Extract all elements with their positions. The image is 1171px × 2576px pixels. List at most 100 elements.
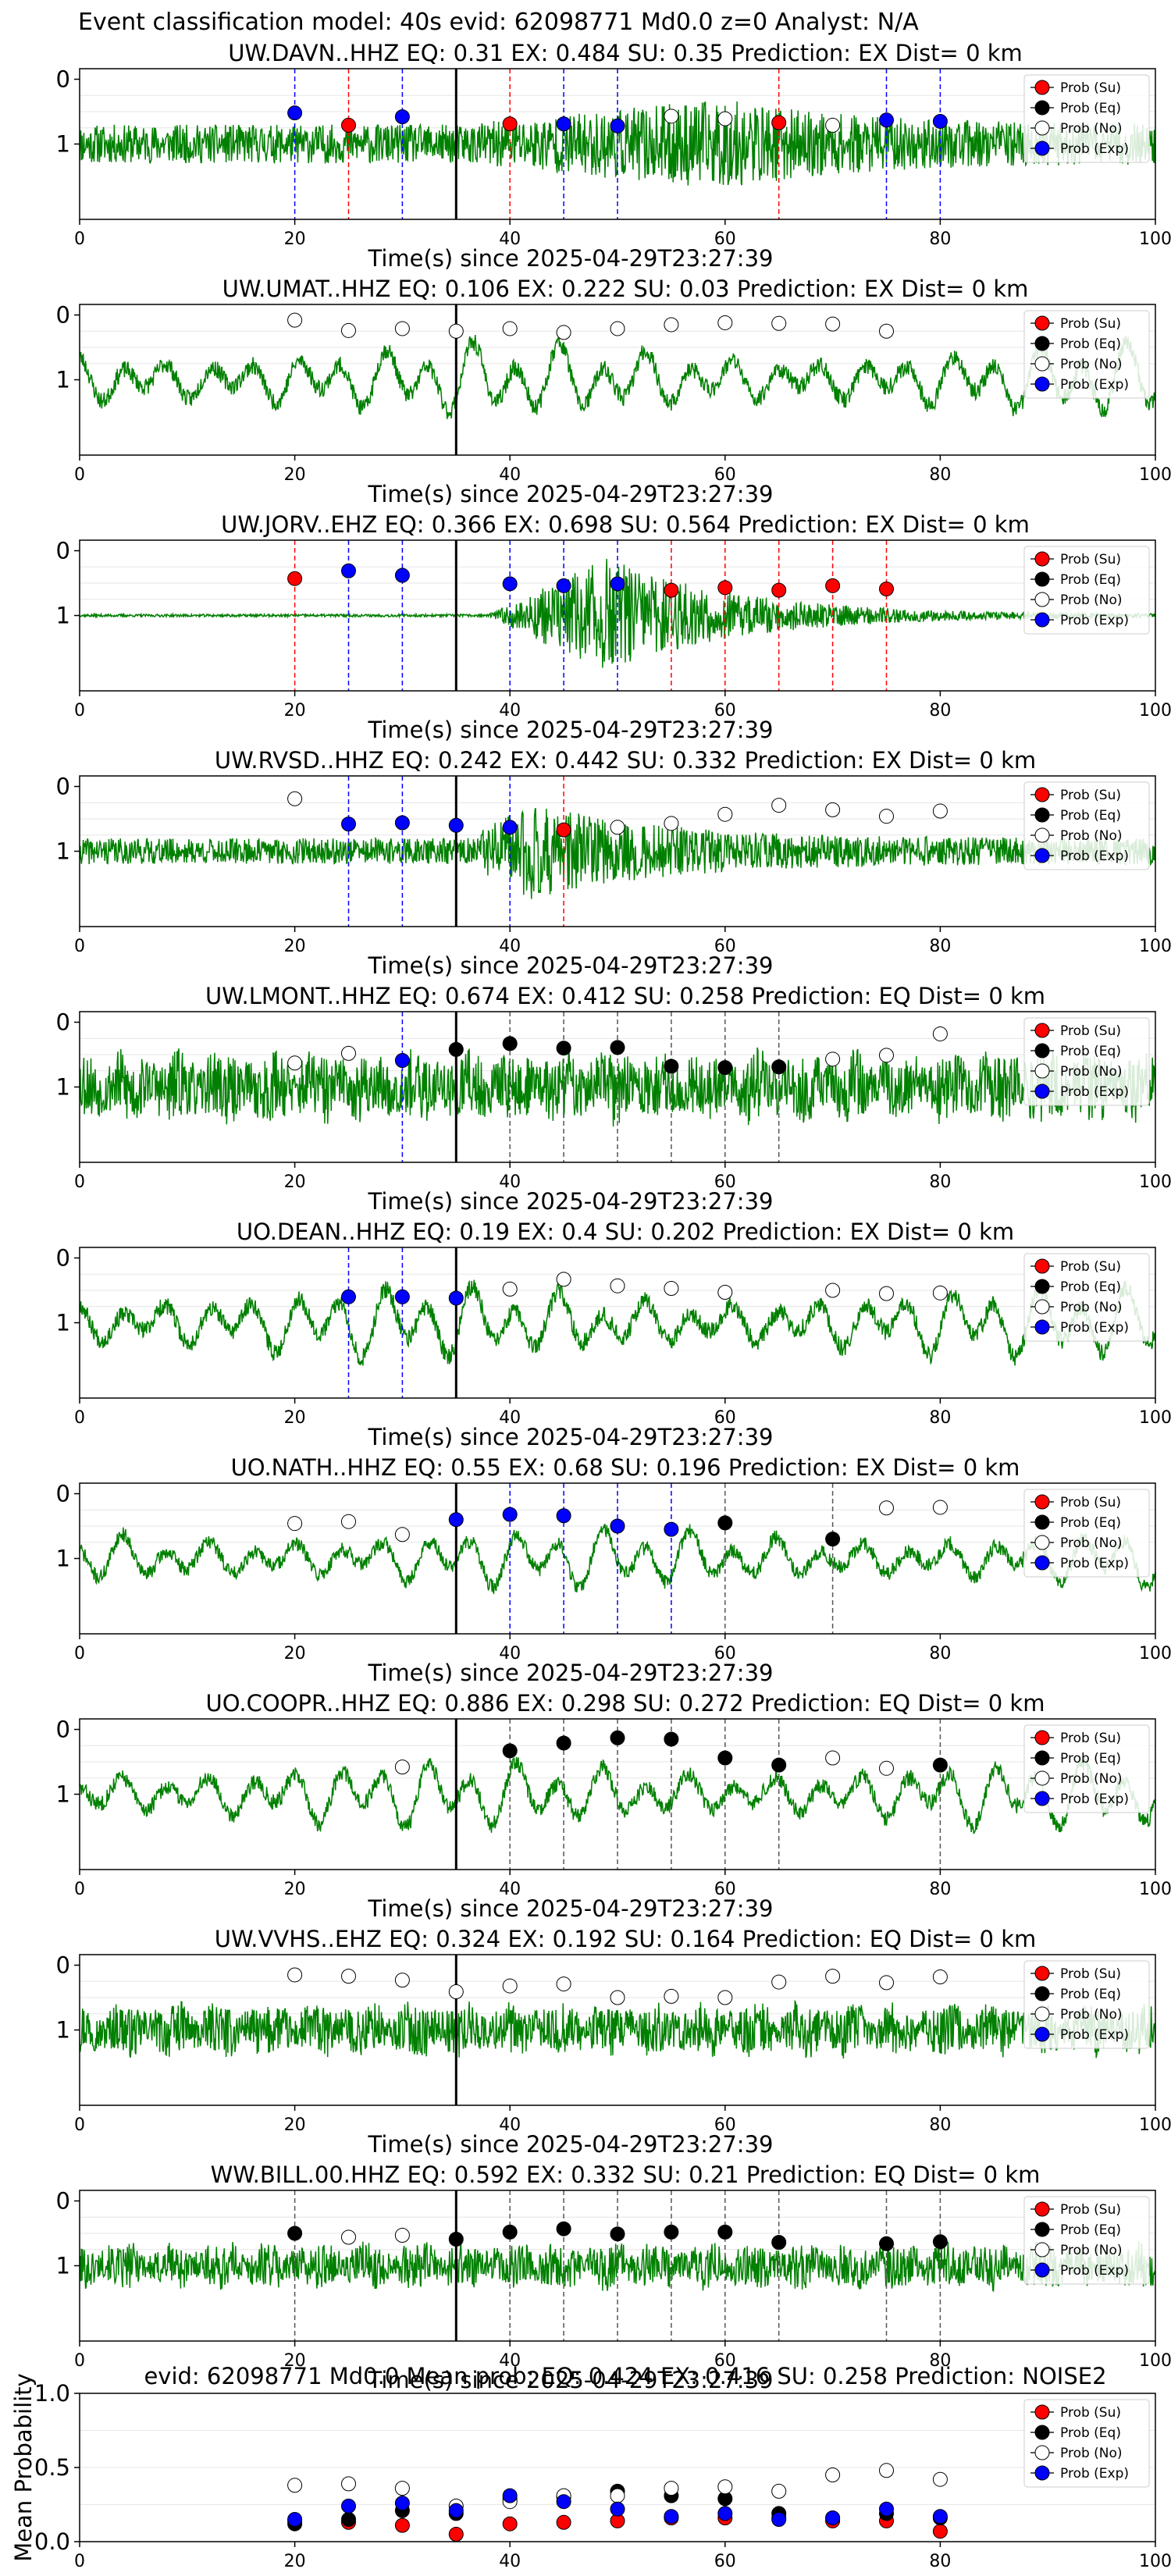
prob-point-no	[879, 1286, 894, 1301]
panel-title: UO.NATH..HHZ EQ: 0.55 EX: 0.68 SU: 0.196…	[231, 1454, 1020, 1481]
prob-point-no	[394, 1973, 410, 1988]
y-tick-label: 0.0	[34, 2528, 70, 2555]
x-tick-label: 100	[1139, 937, 1171, 956]
prob-point-eq	[664, 2224, 679, 2240]
prob-point-su	[771, 582, 787, 598]
legend-label-eq: Prob (Eq)	[1060, 2222, 1121, 2238]
legend-label-eq: Prob (Eq)	[1060, 808, 1121, 824]
mean-prob-point-no	[287, 2478, 303, 2493]
waveform	[80, 334, 1155, 419]
x-tick-label: 20	[284, 1880, 306, 1899]
legend-label-su: Prob (Su)	[1060, 80, 1121, 96]
x-tick-label: 100	[1139, 1408, 1171, 1428]
legend-box	[1023, 546, 1150, 635]
prob-point-no	[287, 1967, 303, 1983]
x-axis-label: Time(s) since 2025-04-29T23:27:39	[368, 481, 774, 507]
mean-prob-point-exp	[502, 2488, 518, 2503]
legend-label-eq: Prob (Eq)	[1060, 1279, 1121, 1295]
prob-point-eq	[717, 1515, 733, 1531]
prob-point-no	[341, 2229, 356, 2245]
legend-label-exp: Prob (Exp)	[1060, 1320, 1129, 1336]
legend-marker-exp	[1034, 2262, 1050, 2278]
legend-marker-no	[1034, 1535, 1050, 1550]
x-tick-label: 60	[714, 2115, 736, 2135]
prob-point-eq	[556, 1041, 571, 1056]
panel-8: UO.COOPR..HHZ EQ: 0.886 EX: 0.298 SU: 0.…	[56, 1690, 1171, 1922]
panel-title: UW.DAVN..HHZ EQ: 0.31 EX: 0.484 SU: 0.35…	[228, 40, 1023, 66]
y-tick-label: 1	[56, 2017, 70, 2044]
panel-title: UW.VVHS..EHZ EQ: 0.324 EX: 0.192 SU: 0.1…	[215, 1926, 1037, 1952]
x-tick-label: 60	[714, 937, 736, 956]
y-tick-label: 0	[56, 1009, 70, 1036]
x-tick-label: 20	[284, 465, 306, 485]
waveform	[80, 1999, 1155, 2059]
prob-point-exp	[502, 820, 518, 835]
prob-point-eq	[448, 2231, 464, 2247]
prob-point-eq	[717, 1750, 733, 1766]
prob-point-exp	[341, 1289, 356, 1304]
x-tick-label: 80	[929, 1644, 951, 1663]
legend-label-su: Prob (Su)	[1060, 1259, 1121, 1275]
legend-marker-no	[1034, 120, 1050, 136]
legend-marker-su	[1034, 80, 1050, 95]
panel-title: UW.RVSD..HHZ EQ: 0.242 EX: 0.442 SU: 0.3…	[215, 747, 1036, 774]
y-tick-label: 1	[56, 1310, 70, 1336]
prob-point-exp	[556, 116, 571, 132]
prob-point-exp	[341, 817, 356, 832]
y-tick-label: 0	[56, 66, 70, 93]
x-tick-label: 40	[499, 701, 521, 720]
x-tick-label: 100	[1139, 2115, 1171, 2135]
x-tick-label: 0	[74, 2552, 85, 2571]
y-tick-label: 0	[56, 1481, 70, 1507]
panel-4: UW.RVSD..HHZ EQ: 0.242 EX: 0.442 SU: 0.3…	[56, 747, 1171, 979]
prob-point-no	[341, 322, 356, 338]
prob-point-eq	[717, 2224, 733, 2240]
x-tick-label: 80	[929, 2351, 951, 2371]
prob-point-eq	[879, 2236, 894, 2251]
prob-point-exp	[502, 576, 518, 592]
x-tick-label: 0	[74, 2351, 85, 2371]
prob-point-no	[771, 315, 787, 331]
mean-prob-point-no	[932, 2471, 948, 2487]
legend-label-eq: Prob (Eq)	[1060, 1751, 1121, 1767]
x-tick-label: 0	[74, 701, 85, 720]
x-axis-label: Time(s) since 2025-04-29T23:27:39	[368, 1660, 774, 1686]
legend-marker-exp	[1034, 1791, 1050, 1806]
x-tick-label: 100	[1139, 229, 1171, 249]
legend-marker-eq	[1034, 336, 1050, 351]
prob-point-no	[932, 1500, 948, 1515]
x-tick-label: 40	[499, 229, 521, 249]
legend-marker-eq	[1034, 1043, 1050, 1059]
legend-marker-su	[1034, 1730, 1050, 1745]
x-tick-label: 0	[74, 1408, 85, 1428]
legend-marker-su	[1034, 551, 1050, 567]
x-tick-label: 80	[929, 465, 951, 485]
panel-3: UW.JORV..EHZ EQ: 0.366 EX: 0.698 SU: 0.5…	[56, 511, 1171, 743]
legend-marker-eq	[1034, 1514, 1050, 1530]
x-tick-label: 100	[1139, 1880, 1171, 1899]
prob-point-exp	[394, 1052, 410, 1068]
prob-point-no	[556, 1976, 571, 1992]
x-tick-label: 60	[714, 1408, 736, 1428]
prob-point-no	[664, 109, 679, 124]
x-axis-label: Time(s) since 2025-04-29T23:27:39	[368, 952, 774, 979]
x-tick-label: 80	[929, 2552, 951, 2571]
prob-point-no	[287, 791, 303, 806]
x-axis-label: Time(s) since 2025-04-29T23:27:39	[368, 717, 774, 743]
x-tick-label: 0	[74, 1880, 85, 1899]
legend-label-exp: Prob (Exp)	[1060, 849, 1129, 864]
y-tick-label: 0	[56, 2188, 70, 2215]
panel-title: UW.UMAT..HHZ EQ: 0.106 EX: 0.222 SU: 0.0…	[222, 276, 1029, 302]
x-tick-label: 60	[714, 2552, 736, 2571]
prob-point-exp	[932, 113, 948, 129]
mean-prob-point-no	[664, 2481, 679, 2496]
x-tick-label: 60	[714, 2351, 736, 2371]
prob-point-no	[825, 1283, 841, 1298]
prob-point-eq	[610, 2226, 625, 2242]
prob-point-exp	[394, 109, 410, 125]
prob-point-eq	[932, 2234, 948, 2250]
legend-label-no: Prob (No)	[1060, 1300, 1123, 1315]
prob-point-eq	[287, 2226, 303, 2241]
mean-prob-point-no	[825, 2467, 841, 2482]
